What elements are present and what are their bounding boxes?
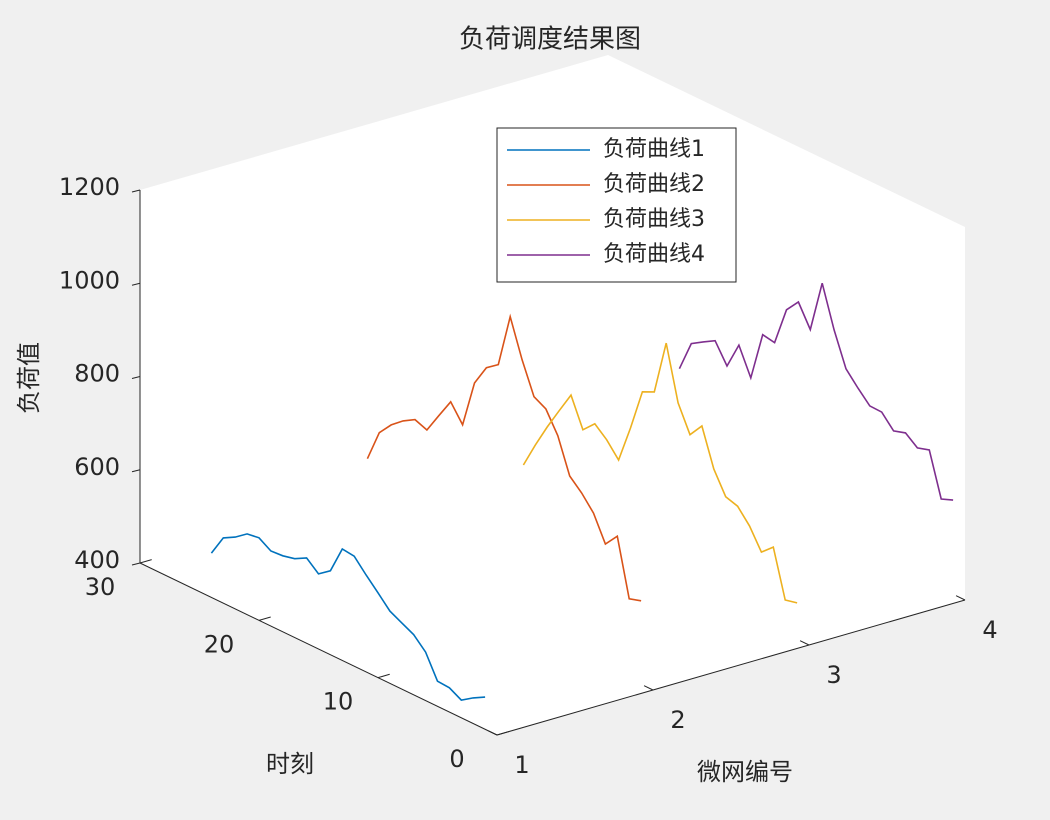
x-tick-label: 1	[514, 751, 529, 779]
y-tick-label: 10	[323, 688, 354, 716]
y-tick-label: 0	[449, 745, 464, 773]
z-tick-label: 400	[74, 546, 120, 574]
legend-box	[496, 127, 737, 283]
y-tick-label: 20	[204, 630, 235, 658]
y-axis-line	[139, 562, 498, 736]
y-tick	[377, 673, 390, 679]
z-tick-label: 800	[74, 360, 120, 388]
series-line	[366, 313, 642, 602]
z-tick	[131, 282, 141, 286]
x-tick-label: 3	[826, 661, 841, 689]
y-tick	[496, 731, 509, 736]
plot-area	[140, 55, 965, 735]
x-axis-line	[496, 599, 966, 736]
x-tick-label: 2	[670, 706, 685, 734]
y-tick	[139, 559, 152, 564]
z-tick	[131, 376, 141, 379]
z-axis-label: 负荷值	[15, 342, 43, 414]
x-tick	[643, 685, 654, 691]
z-tick-label: 1000	[59, 266, 120, 294]
chart-title: 负荷调度结果图	[459, 25, 641, 55]
series-line	[678, 283, 954, 501]
z-tick	[131, 189, 141, 193]
x-tick	[487, 730, 498, 736]
legend-label: 负荷曲线4	[603, 242, 705, 267]
y-tick-label: 30	[85, 573, 116, 601]
x-axis-label: 微网编号	[697, 758, 793, 786]
x-tick-label: 4	[982, 616, 997, 644]
y-tick	[258, 616, 271, 621]
series-line	[210, 533, 486, 701]
legend-label: 负荷曲线2	[603, 172, 705, 197]
legend-label: 负荷曲线1	[603, 137, 705, 162]
x-tick	[799, 640, 810, 646]
z-tick-label: 1200	[59, 173, 120, 201]
z-tick	[131, 562, 141, 566]
legend-label: 负荷曲线3	[603, 207, 705, 232]
z-tick	[131, 469, 141, 473]
x-tick	[955, 595, 966, 601]
z-tick-label: 600	[74, 453, 120, 481]
series-line	[522, 342, 798, 604]
y-axis-label: 时刻	[266, 750, 314, 778]
